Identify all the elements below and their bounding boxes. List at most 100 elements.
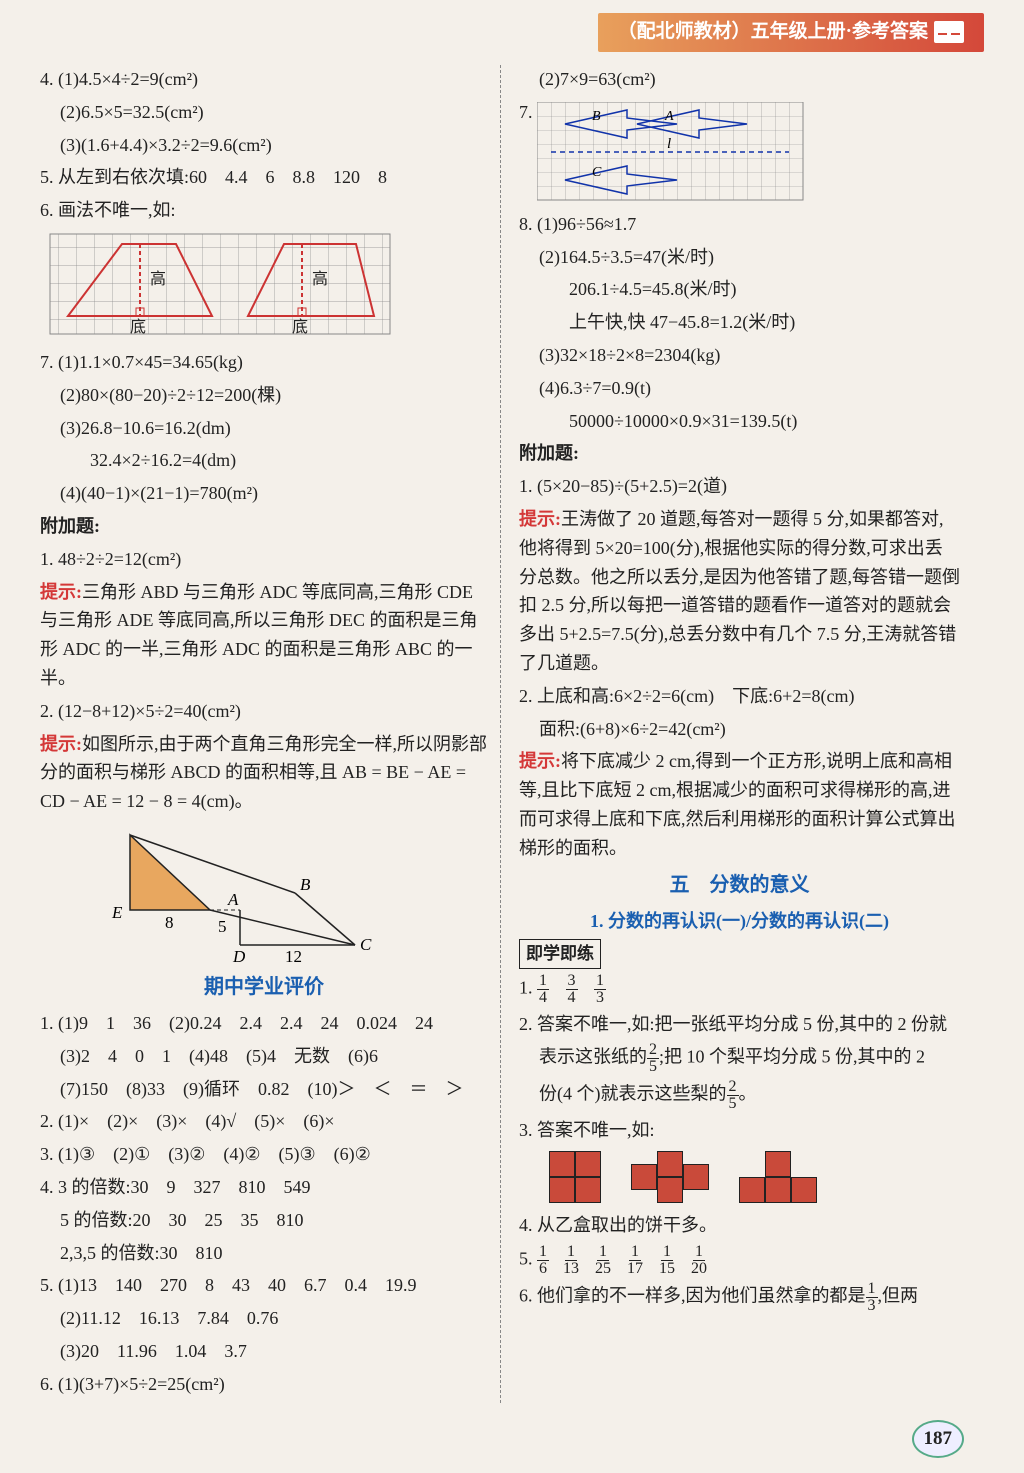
text-line: 提示:如图所示,由于两个直角三角形完全一样,所以阴影部分的面积与梯形 ABCD … xyxy=(40,730,488,816)
text-line: (3)26.8−10.6=16.2(dm) xyxy=(40,414,488,443)
text-line: 6. 他们拿的不一样多,因为他们虽然拿的都是13,但两 xyxy=(519,1281,960,1314)
fraction: 13 xyxy=(866,1281,878,1314)
page-header: （配北师教材）五年级上册·参考答案 xyxy=(0,0,1024,65)
text-line: 50000÷10000×0.9×31=139.5(t) xyxy=(519,407,960,436)
text-line: (4)(40−1)×(21−1)=780(m²) xyxy=(40,479,488,508)
text-line: 2,3,5 的倍数:30 810 xyxy=(40,1239,488,1268)
svg-text:B: B xyxy=(300,875,311,894)
svg-text:8: 8 xyxy=(165,913,174,932)
hint-text: 三角形 ABD 与三角形 ADC 等底同高,三角形 CDE 与三角形 ADE 等… xyxy=(40,582,478,688)
right-column: (2)7×9=63(cm²) 7. B A l C 8. (1)96÷56≈1.… xyxy=(500,65,960,1403)
fraction: 16 xyxy=(537,1244,549,1277)
figure-7-arrows: B A l C xyxy=(537,102,807,202)
text-line: (2)164.5÷3.5=47(米/时) xyxy=(519,243,960,272)
text-line: (3)20 11.96 1.04 3.7 xyxy=(40,1337,488,1366)
header-text: （配北师教材）五年级上册·参考答案 xyxy=(618,17,928,47)
svg-text:D: D xyxy=(232,947,246,965)
text-line: (2)7×9=63(cm²) xyxy=(519,65,960,94)
svg-text:12: 12 xyxy=(285,947,302,965)
text-line: 6. (1)(3+7)×5÷2=25(cm²) xyxy=(40,1370,488,1399)
text-line: 面积:(6+8)×6÷2=42(cm²) xyxy=(519,715,960,744)
hint-label: 提示: xyxy=(519,751,561,771)
fraction: 14 xyxy=(537,973,549,1006)
svg-text:5: 5 xyxy=(218,917,227,936)
midterm-heading: 期中学业评价 xyxy=(40,971,488,1003)
text-line: 表示这张纸的25;把 10 个梨平均分成 5 份,其中的 2 xyxy=(519,1042,960,1075)
text-line: 2. (12−8+12)×5÷2=40(cm²) xyxy=(40,697,488,726)
domino xyxy=(739,1151,817,1203)
section-5-sub: 1. 分数的再认识(一)/分数的再认识(二) xyxy=(519,907,960,936)
fraction: 113 xyxy=(561,1244,581,1277)
svg-text:C: C xyxy=(592,165,602,180)
box-label: 即学即练 xyxy=(519,939,601,968)
text-line: (2)11.12 16.13 7.84 0.76 xyxy=(40,1304,488,1333)
svg-text:A: A xyxy=(664,109,674,124)
svg-text:高: 高 xyxy=(312,270,328,288)
svg-text:底: 底 xyxy=(130,318,146,336)
text-line: 上午快,快 47−45.8=1.2(米/时) xyxy=(519,308,960,337)
text-line: 2. (1)× (2)× (3)× (4)√ (5)× (6)× xyxy=(40,1107,488,1136)
text-line: (2)80×(80−20)÷2÷12=200(棵) xyxy=(40,381,488,410)
text-line: 4. 从乙盒取出的饼干多。 xyxy=(519,1211,960,1240)
text-line: (4)6.3÷7=0.9(t) xyxy=(519,374,960,403)
figure-6-trapezoids: 高 底 高 底 xyxy=(40,229,400,344)
text-line: 5. 从左到右依次填:60 4.4 6 8.8 120 8 xyxy=(40,163,488,192)
fraction-list: 16113125117115120 xyxy=(537,1249,721,1269)
figure-7-row: 7. B A l C xyxy=(519,98,960,206)
fraction: 115 xyxy=(657,1244,677,1277)
svg-text:B: B xyxy=(592,109,601,124)
left-column: 4. (1)4.5×4÷2=9(cm²) (2)6.5×5=32.5(cm²) … xyxy=(40,65,500,1403)
text-line: 1. (1)9 1 36 (2)0.24 2.4 2.4 24 0.024 24 xyxy=(40,1009,488,1038)
fraction: 34 xyxy=(566,973,578,1006)
fraction: 125 xyxy=(593,1244,613,1277)
text-line: 8. (1)96÷56≈1.7 xyxy=(519,210,960,239)
section-5-heading: 五 分数的意义 xyxy=(519,869,960,901)
text-line: 7. (1)1.1×0.7×45=34.65(kg) xyxy=(40,348,488,377)
text-line: 6. 画法不唯一,如: xyxy=(40,196,488,225)
hint-label: 提示: xyxy=(40,734,82,754)
svg-text:A: A xyxy=(227,890,239,909)
text-line: (2)6.5×5=32.5(cm²) xyxy=(40,98,488,127)
text-line: 提示:三角形 ABD 与三角形 ADC 等底同高,三角形 CDE 与三角形 AD… xyxy=(40,578,488,693)
content-columns: 4. (1)4.5×4÷2=9(cm²) (2)6.5×5=32.5(cm²) … xyxy=(0,65,1024,1403)
text-line: 提示:王涛做了 20 道题,每答对一题得 5 分,如果都答对,他将得到 5×20… xyxy=(519,505,960,678)
fraction: 117 xyxy=(625,1244,645,1277)
text-line: 2. 上底和高:6×2÷2=6(cm) 下底:6+2=8(cm) xyxy=(519,682,960,711)
text-line: (7)150 (8)33 (9)循环 0.82 (10)＞ ＜ ＝ ＞ xyxy=(40,1075,488,1104)
text-line: (3)2 4 0 1 (4)48 (5)4 无数 (6)6 xyxy=(40,1042,488,1071)
text-line: 提示:将下底减少 2 cm,得到一个正方形,说明上底和高相等,且比下底短 2 c… xyxy=(519,747,960,862)
fraction: 13 xyxy=(594,973,606,1006)
text-line: (3)32×18÷2×8=2304(kg) xyxy=(519,341,960,370)
extra-heading: 附加题: xyxy=(519,439,960,468)
text-line: 1. 48÷2÷2=12(cm²) xyxy=(40,545,488,574)
page-badge: 187 xyxy=(912,1420,965,1458)
hint-text: 将下底减少 2 cm,得到一个正方形,说明上底和高相等,且比下底短 2 cm,根… xyxy=(519,751,956,857)
domino xyxy=(631,1151,709,1203)
text-line: 5 的倍数:20 30 25 35 810 xyxy=(40,1206,488,1235)
text-line: 2. 答案不唯一,如:把一张纸平均分成 5 份,其中的 2 份就 xyxy=(519,1010,960,1039)
page-number: 187 xyxy=(912,1420,965,1458)
fraction: 25 xyxy=(727,1079,739,1112)
text-line: 份(4 个)就表示这些梨的25。 xyxy=(519,1079,960,1112)
svg-text:C: C xyxy=(360,935,372,954)
text-line: 3. 答案不唯一,如: xyxy=(519,1116,960,1145)
text-line: 5. 16113125117115120 xyxy=(519,1244,960,1277)
text-line: 5. (1)13 140 270 8 43 40 6.7 0.4 19.9 xyxy=(40,1271,488,1300)
practice-label: 即学即练 xyxy=(519,939,960,968)
hint-label: 提示: xyxy=(519,509,561,529)
text-line: 4. 3 的倍数:30 9 327 810 549 xyxy=(40,1173,488,1202)
book-icon xyxy=(934,21,964,43)
hint-text: 王涛做了 20 道题,每答对一题得 5 分,如果都答对,他将得到 5×20=10… xyxy=(519,509,960,673)
svg-text:底: 底 xyxy=(292,318,308,336)
hint-text: 如图所示,由于两个直角三角形完全一样,所以阴影部分的面积与梯形 ABCD 的面积… xyxy=(40,734,487,812)
text-line: 4. (1)4.5×4÷2=9(cm²) xyxy=(40,65,488,94)
text-line: 3. (1)③ (2)① (3)② (4)② (5)③ (6)② xyxy=(40,1140,488,1169)
domino xyxy=(549,1151,601,1203)
fraction: 120 xyxy=(689,1244,709,1277)
extra-heading: 附加题: xyxy=(40,512,488,541)
header-ribbon: （配北师教材）五年级上册·参考答案 xyxy=(598,13,984,51)
figure-dominoes xyxy=(549,1151,960,1203)
svg-text:E: E xyxy=(111,903,123,922)
svg-text:l: l xyxy=(667,136,671,152)
hint-label: 提示: xyxy=(40,582,82,602)
